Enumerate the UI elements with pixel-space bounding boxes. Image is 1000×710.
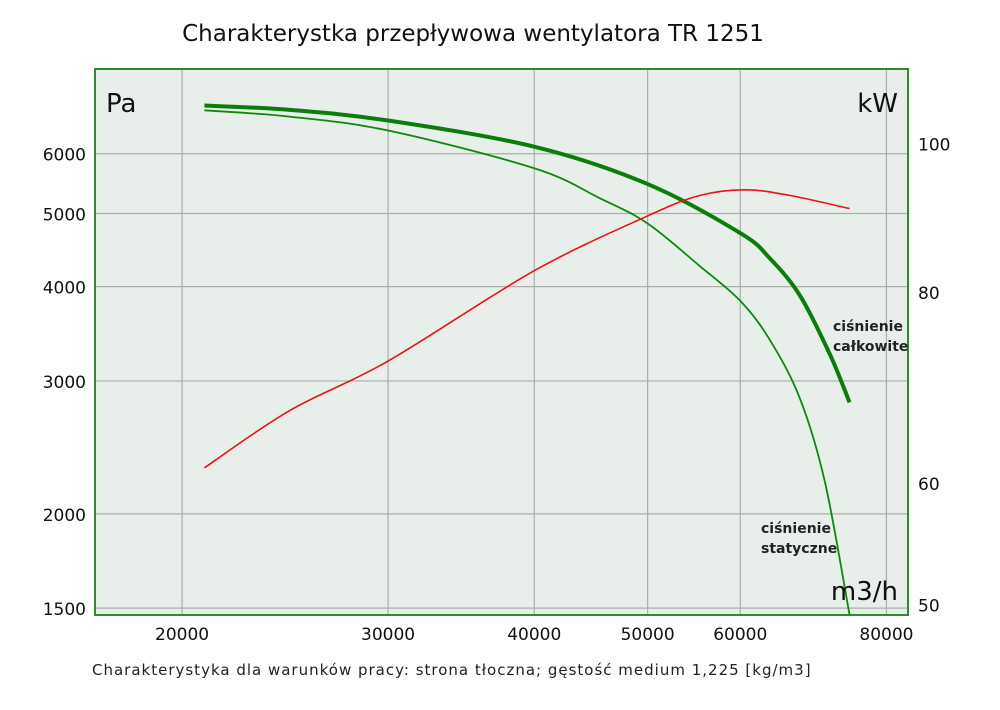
footnote: Charakterystyka dla warunków pracy: stro… [92, 661, 812, 679]
y-tick-label: 4000 [43, 279, 86, 299]
y2-tick-label: 50 [918, 596, 940, 616]
y-tick-label: 6000 [43, 146, 86, 166]
series-label-static-2: statyczne [761, 541, 837, 557]
x-tick-label: 50000 [621, 625, 675, 645]
x-axis-label: m3/h [831, 577, 898, 607]
y2-tick-label: 100 [918, 136, 950, 156]
x-tick-label: 80000 [859, 625, 913, 645]
x-tick-label: 60000 [713, 625, 767, 645]
y-tick-label: 2000 [43, 506, 86, 526]
y-tick-label: 1500 [43, 600, 86, 620]
x-tick-label: 20000 [155, 625, 209, 645]
y-axis-label: Pa [106, 89, 136, 119]
x-tick-label: 40000 [507, 625, 561, 645]
x-tick-label: 30000 [361, 625, 415, 645]
series-label-static-1: ciśnienie [761, 521, 831, 537]
y2-tick-label: 80 [918, 284, 940, 304]
y-tick-label: 3000 [43, 373, 86, 393]
y-tick-label: 5000 [43, 206, 86, 226]
y2-tick-label: 60 [918, 475, 940, 495]
chart-title: Charakterystka przepływowa wentylatora T… [182, 21, 764, 47]
series-label-total-1: ciśnienie [833, 319, 903, 335]
y2-axis-label: kW [857, 89, 898, 119]
series-label-total-2: całkowite [833, 339, 908, 355]
